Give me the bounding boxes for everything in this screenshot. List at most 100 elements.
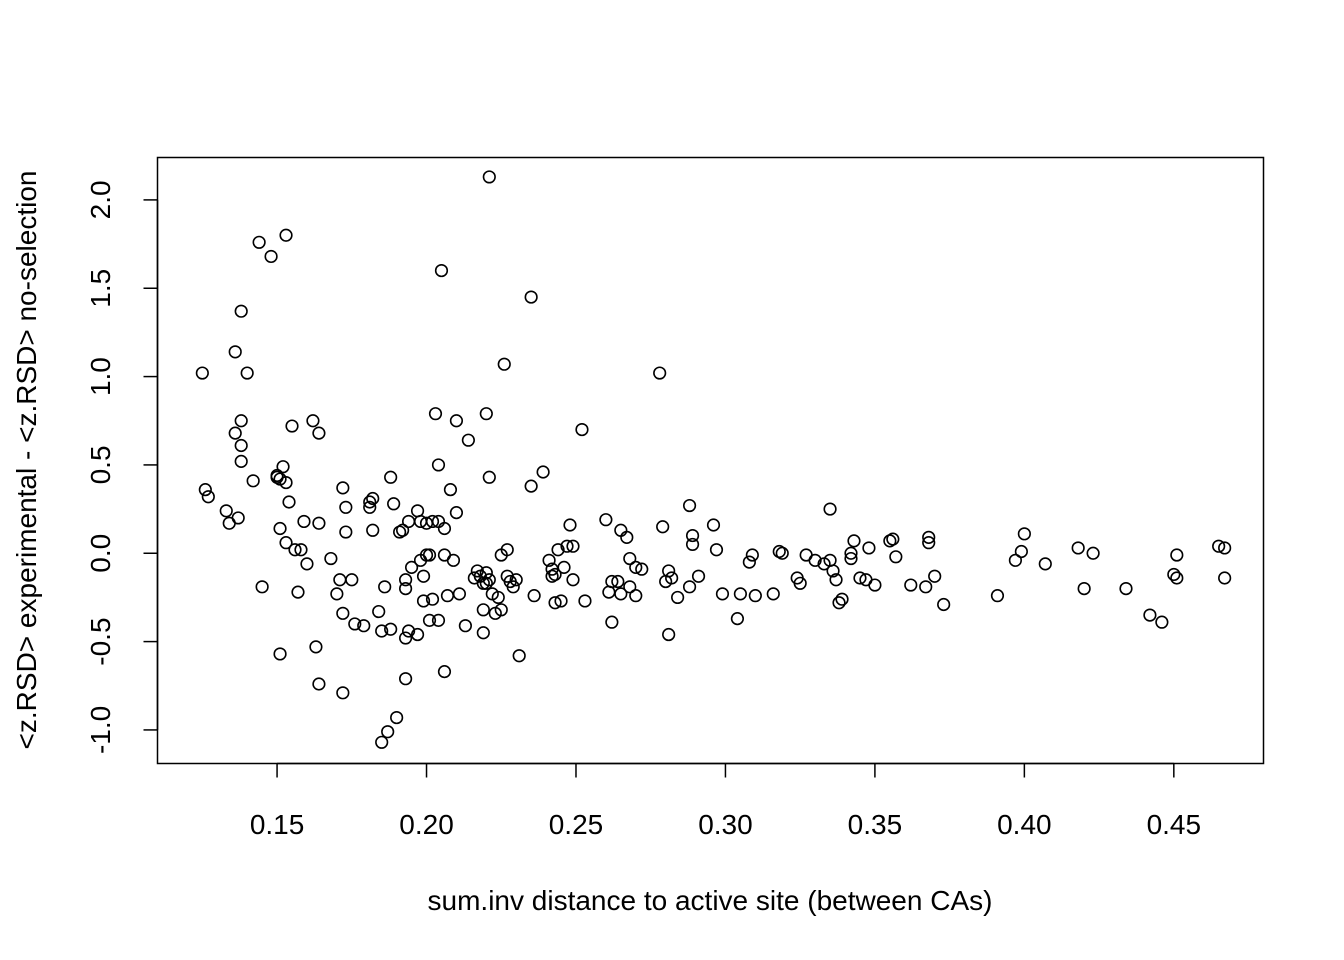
data-point — [602, 585, 616, 599]
data-point — [685, 537, 700, 552]
data-point — [366, 491, 380, 506]
x-tick-label: 0.40 — [997, 809, 1052, 840]
data-point — [775, 546, 789, 560]
data-point — [401, 514, 416, 529]
data-point — [1008, 553, 1022, 567]
data-point — [709, 543, 724, 557]
data-point — [829, 573, 843, 587]
data-point — [482, 573, 496, 587]
data-point — [482, 470, 496, 484]
data-point — [832, 596, 846, 610]
data-point — [844, 551, 858, 566]
data-point — [542, 553, 556, 567]
y-tick-label: 0.0 — [85, 534, 116, 573]
data-point — [1071, 541, 1085, 555]
data-point — [868, 578, 882, 592]
data-point — [748, 589, 762, 603]
data-point — [691, 569, 706, 583]
data-point — [273, 647, 287, 661]
data-point — [1086, 546, 1100, 560]
data-point — [291, 585, 305, 599]
data-point — [1218, 541, 1232, 555]
data-point — [614, 523, 628, 537]
data-point — [312, 426, 326, 440]
data-point — [285, 419, 299, 433]
data-point — [611, 574, 625, 589]
data-point — [1017, 527, 1031, 541]
data-point — [312, 677, 326, 691]
data-point — [240, 366, 254, 380]
data-point — [685, 528, 700, 543]
x-tick-label: 0.25 — [549, 809, 604, 840]
data-point — [548, 567, 562, 582]
data-point — [336, 606, 350, 620]
data-point — [452, 587, 467, 601]
data-point — [345, 573, 359, 587]
data-point — [288, 543, 302, 557]
data-point — [563, 518, 577, 532]
data-point — [401, 624, 416, 638]
data-point — [1077, 581, 1091, 596]
data-point — [629, 589, 643, 603]
data-point — [330, 587, 344, 601]
data-point — [428, 407, 443, 421]
data-point — [904, 578, 918, 592]
y-tick-label: 0.5 — [85, 445, 116, 484]
data-point — [422, 613, 437, 627]
data-point — [715, 587, 730, 601]
data-point — [554, 594, 568, 608]
data-point — [605, 615, 619, 629]
data-point — [437, 665, 452, 679]
data-point — [297, 514, 311, 529]
data-point — [228, 426, 242, 440]
data-point — [551, 543, 565, 557]
data-point — [300, 557, 314, 571]
data-point — [1167, 567, 1181, 582]
data-point — [560, 539, 574, 553]
data-point — [671, 590, 685, 605]
data-point — [826, 564, 840, 578]
data-point — [246, 474, 260, 488]
y-tick-label: 1.0 — [85, 357, 116, 396]
data-point — [339, 525, 353, 539]
data-point — [443, 483, 458, 497]
x-axis: 0.15 0.20 0.25 0.30 0.35 0.40 0.45 — [250, 762, 1201, 840]
data-point — [375, 735, 389, 749]
data-point — [1143, 608, 1157, 622]
data-points — [195, 170, 1232, 749]
data-point — [276, 460, 290, 474]
y-tick-label: -0.5 — [85, 617, 116, 665]
y-axis: -1.0 -0.5 0.0 0.5 1.0 1.5 2.0 — [85, 180, 159, 754]
data-point — [434, 263, 449, 278]
data-point — [706, 518, 721, 532]
data-point — [458, 619, 472, 633]
data-point — [500, 543, 514, 557]
data-point — [336, 481, 350, 495]
y-tick-label: 2.0 — [85, 180, 116, 219]
data-point — [378, 580, 392, 594]
data-point — [366, 523, 380, 537]
data-point — [509, 573, 523, 587]
data-point — [479, 407, 493, 421]
data-point — [425, 514, 440, 529]
data-point — [605, 574, 619, 589]
data-point — [575, 422, 589, 437]
data-point — [557, 560, 571, 574]
data-point — [357, 619, 371, 633]
data-point — [234, 454, 248, 468]
x-axis-label: sum.inv distance to active site (between… — [428, 885, 993, 916]
data-point — [279, 475, 293, 490]
data-point — [446, 553, 461, 567]
data-point — [823, 502, 837, 516]
data-point — [410, 504, 425, 518]
data-point — [653, 366, 667, 380]
data-point — [273, 521, 287, 536]
data-point — [416, 569, 431, 583]
data-point — [1155, 615, 1169, 629]
data-point — [853, 571, 867, 585]
data-point — [431, 613, 446, 627]
data-point — [482, 170, 496, 184]
data-point — [745, 548, 759, 562]
data-point — [599, 513, 613, 527]
